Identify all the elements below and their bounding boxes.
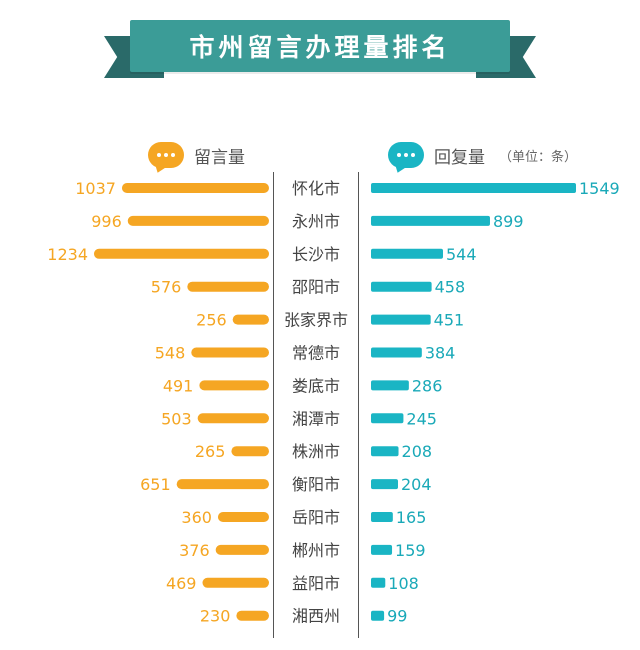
- left-bar: [127, 215, 269, 226]
- left-value-label: 265: [195, 442, 226, 461]
- left-bar: [121, 183, 270, 193]
- city-label: 永州市: [292, 212, 340, 231]
- city-label: 长沙市: [292, 245, 340, 264]
- left-value-label: 576: [151, 278, 182, 297]
- left-bar: [215, 544, 269, 555]
- chat-bubble-icon: [388, 142, 424, 168]
- right-value-label: 204: [401, 475, 432, 494]
- right-value-label: 245: [406, 409, 437, 428]
- right-value-label: 451: [434, 311, 465, 330]
- city-label: 衡阳市: [292, 475, 340, 494]
- city-label: 张家界市: [284, 311, 348, 330]
- left-bar: [176, 479, 269, 490]
- chart-title: 市州留言办理量排名: [189, 33, 451, 62]
- left-value-label: 256: [196, 311, 227, 330]
- right-bar: [371, 215, 490, 226]
- city-label: 湘西州: [292, 607, 340, 626]
- left-bar: [187, 281, 269, 292]
- right-value-label: 165: [396, 508, 427, 527]
- right-value-label: 286: [412, 376, 443, 395]
- right-value-label: 99: [387, 607, 407, 626]
- left-bar: [94, 248, 269, 259]
- left-value-label: 469: [166, 574, 197, 593]
- right-header: 回复量 （单位：条）: [388, 142, 577, 168]
- right-value-label: 208: [402, 442, 433, 461]
- left-bar: [217, 512, 269, 522]
- right-bar: [371, 380, 409, 391]
- left-value-label: 1037: [75, 179, 116, 198]
- right-value-label: 899: [493, 212, 524, 231]
- left-header-label: 留言量: [194, 147, 245, 168]
- chat-bubble-icon: [148, 142, 184, 168]
- city-label: 邵阳市: [292, 278, 340, 297]
- right-bar: [371, 479, 398, 490]
- right-divider-line: [358, 172, 359, 638]
- left-value-label: 996: [91, 212, 122, 231]
- right-value-label: 544: [446, 245, 477, 264]
- city-label: 怀化市: [292, 179, 340, 198]
- left-value-label: 230: [200, 607, 231, 626]
- city-label: 益阳市: [292, 574, 340, 593]
- left-value-label: 548: [155, 344, 186, 363]
- left-bar: [231, 446, 269, 457]
- right-value-label: 108: [388, 574, 419, 593]
- left-bar: [236, 610, 269, 621]
- right-bar: [371, 248, 443, 259]
- city-label: 株洲市: [292, 442, 340, 461]
- city-label: 湘潭市: [292, 409, 340, 428]
- right-bar: [371, 446, 399, 457]
- right-bar: [371, 314, 431, 325]
- right-value-label: 458: [435, 278, 466, 297]
- right-value-label: 159: [395, 541, 426, 560]
- right-bar: [371, 512, 393, 522]
- right-value-label: 384: [425, 344, 456, 363]
- right-bar: [371, 281, 432, 292]
- left-divider-line: [273, 172, 274, 638]
- left-value-label: 651: [140, 475, 171, 494]
- unit-label: （单位：条）: [499, 149, 578, 165]
- right-header-label: 回复量: [434, 147, 485, 168]
- city-label: 常德市: [292, 344, 340, 363]
- left-bar: [199, 380, 269, 391]
- left-header: 留言量: [148, 142, 245, 168]
- left-value-label: 503: [161, 409, 192, 428]
- right-bar: [371, 544, 393, 555]
- right-bar: [371, 610, 385, 621]
- left-value-label: 491: [163, 376, 194, 395]
- left-bar: [197, 413, 269, 424]
- left-bar: [202, 577, 269, 588]
- city-label: 娄底市: [292, 376, 340, 395]
- city-label: 郴州市: [292, 541, 340, 560]
- left-bar: [232, 314, 269, 325]
- left-bar: [191, 347, 269, 358]
- right-value-label: 1549: [579, 179, 620, 198]
- city-label: 岳阳市: [292, 508, 340, 527]
- right-bar: [371, 347, 422, 358]
- right-bar: [371, 577, 386, 588]
- left-value-label: 1234: [47, 245, 88, 264]
- right-bar: [371, 413, 404, 424]
- left-value-label: 376: [179, 541, 210, 560]
- title-ribbon: 市州留言办理量排名: [130, 20, 510, 72]
- left-value-label: 360: [181, 508, 212, 527]
- right-bar: [371, 183, 576, 193]
